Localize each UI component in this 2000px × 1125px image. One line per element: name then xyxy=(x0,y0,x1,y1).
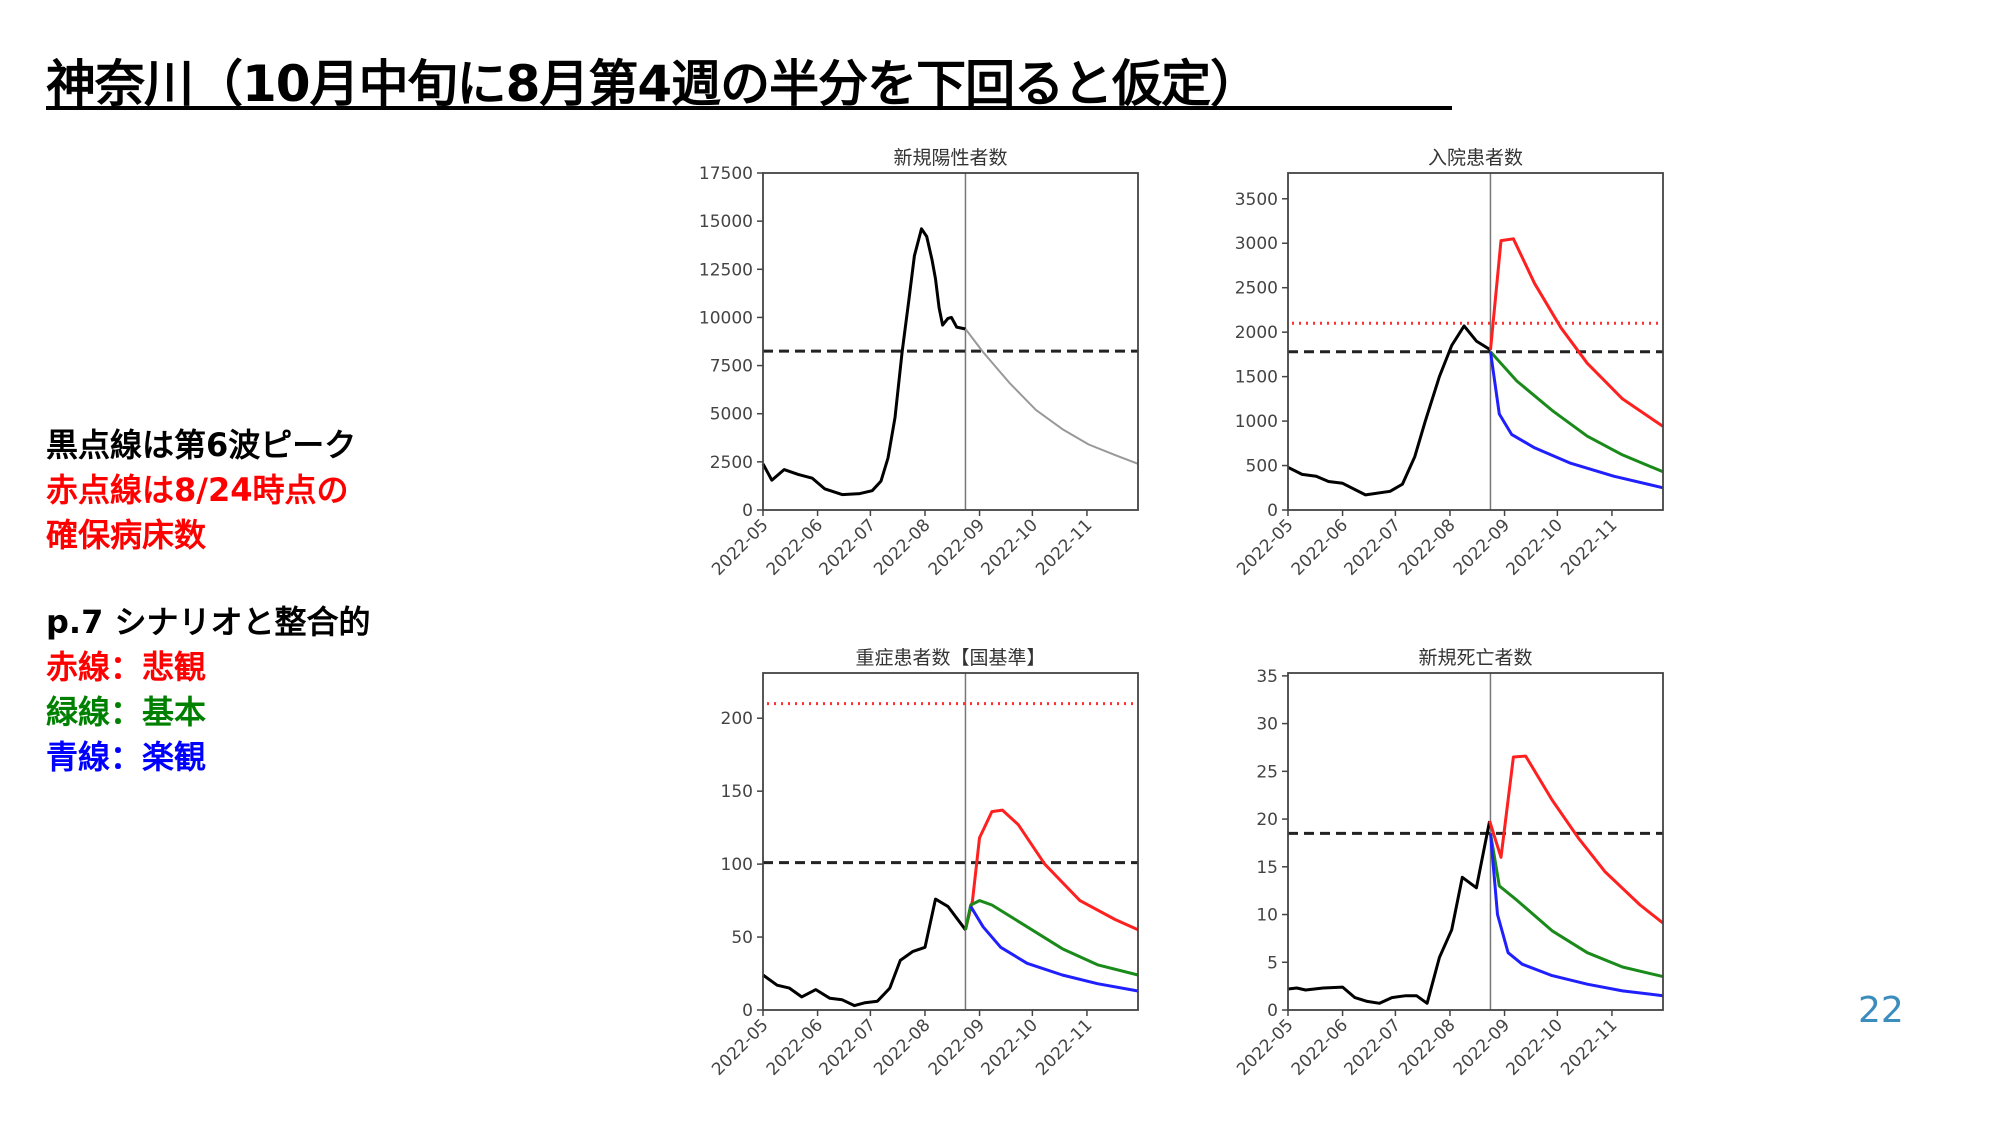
series-optimistic xyxy=(1489,351,1664,490)
note-red-dotted-cont: 確保病床数 xyxy=(46,516,207,554)
x-tick-label: 2022-11 xyxy=(1557,515,1621,579)
y-tick-label: 25 xyxy=(1256,762,1278,782)
note-blue-line: 青線：楽観 xyxy=(46,738,207,776)
x-tick-label: 2022-06 xyxy=(1288,1015,1352,1079)
x-tick-label: 2022-07 xyxy=(816,515,880,579)
note-green-line: 緑線：基本 xyxy=(46,693,207,731)
x-tick-label: 2022-07 xyxy=(1341,1015,1405,1079)
y-tick-label: 7500 xyxy=(710,357,753,377)
x-tick-label: 2022-09 xyxy=(925,515,989,579)
note-red-line: 赤線：悲観 xyxy=(46,648,207,686)
plot-frame xyxy=(762,672,1139,1011)
x-tick-label: 2022-10 xyxy=(978,1015,1042,1079)
x-tick-label: 2022-11 xyxy=(1032,515,1096,579)
chart-title: 入院患者数 xyxy=(1428,147,1523,169)
note-scenario: p.7 シナリオと整合的 xyxy=(46,603,371,641)
chart-severe: 重症患者数【国基準】0501001502002022-052022-062022… xyxy=(708,647,1139,1080)
x-tick-label: 2022-05 xyxy=(708,515,772,579)
x-tick-label: 2022-05 xyxy=(1233,515,1297,579)
y-tick-label: 20 xyxy=(1256,810,1278,830)
chart-title: 新規陽性者数 xyxy=(893,147,1007,169)
page-number: 22 xyxy=(1858,990,1904,1031)
series-base xyxy=(1489,350,1664,474)
title-underline xyxy=(46,106,1452,110)
chart-title: 重症患者数【国基準】 xyxy=(855,647,1045,669)
y-tick-label: 10000 xyxy=(699,308,753,328)
page-title: 神奈川（10月中旬に8月第4週の半分を下回ると仮定） xyxy=(46,55,1260,113)
x-tick-label: 2022-07 xyxy=(816,1015,880,1079)
y-tick-label: 12500 xyxy=(699,260,753,280)
y-tick-label: 2500 xyxy=(710,453,753,473)
y-tick-label: 200 xyxy=(721,709,753,729)
x-tick-label: 2022-09 xyxy=(1450,515,1514,579)
x-tick-label: 2022-08 xyxy=(870,1015,934,1079)
series-pessimistic xyxy=(964,808,1139,932)
x-tick-label: 2022-08 xyxy=(1395,1015,1459,1079)
series-actual xyxy=(762,897,967,1008)
x-tick-label: 2022-09 xyxy=(925,1015,989,1079)
y-tick-label: 0 xyxy=(742,501,753,521)
series-base xyxy=(964,899,1139,977)
y-tick-label: 500 xyxy=(1246,457,1278,477)
y-tick-label: 150 xyxy=(721,782,753,802)
series-base xyxy=(1489,833,1664,979)
note-black-dashed: 黒点線は第6波ピーク xyxy=(46,426,357,464)
series-pessimistic xyxy=(1489,237,1664,428)
x-tick-label: 2022-08 xyxy=(1395,515,1459,579)
y-tick-label: 1500 xyxy=(1235,368,1278,388)
chart-new-deaths: 新規死亡者数051015202530352022-052022-062022-0… xyxy=(1233,647,1664,1080)
series-actual xyxy=(1287,820,1492,1005)
series-pessimistic xyxy=(1488,754,1664,925)
x-tick-label: 2022-06 xyxy=(763,1015,827,1079)
y-tick-label: 30 xyxy=(1256,715,1278,735)
x-tick-label: 2022-09 xyxy=(1450,1015,1514,1079)
y-tick-label: 5000 xyxy=(710,405,753,425)
y-tick-label: 2500 xyxy=(1235,279,1278,299)
y-tick-label: 17500 xyxy=(699,164,753,184)
y-tick-label: 10 xyxy=(1256,906,1278,926)
x-tick-label: 2022-10 xyxy=(1503,1015,1567,1079)
chart-title: 新規死亡者数 xyxy=(1418,647,1532,669)
series-optimistic xyxy=(1489,833,1664,998)
x-tick-label: 2022-05 xyxy=(1233,1015,1297,1079)
chart-hospitalized: 入院患者数 0 500 1000 1500 2000 2500 3000 3500 2022-05… xyxy=(1233,147,1664,580)
plot-frame xyxy=(1287,672,1664,1011)
note-red-dotted: 赤点線は8/24時点の xyxy=(46,471,349,509)
y-tick-label: 0 xyxy=(1267,1001,1278,1021)
y-tick-label: 0 xyxy=(742,1001,753,1021)
y-tick-label: 50 xyxy=(731,928,753,948)
y-tick-label: 100 xyxy=(721,855,753,875)
x-tick-label: 2022-10 xyxy=(1503,515,1567,579)
x-tick-label: 2022-08 xyxy=(870,515,934,579)
series-actual xyxy=(761,227,966,497)
x-tick-label: 2022-06 xyxy=(763,515,827,579)
x-tick-label: 2022-06 xyxy=(1288,515,1352,579)
y-tick-label: 35 xyxy=(1256,667,1278,687)
y-tick-label: 15 xyxy=(1256,858,1278,878)
series-forecast xyxy=(964,328,1139,465)
x-tick-label: 2022-05 xyxy=(708,1015,772,1079)
chart-new-positives: 新規陽性者数 0 2500 5000 7500 10000 12500 15000 17500 2… xyxy=(699,147,1139,580)
y-tick-label: 15000 xyxy=(699,212,753,232)
x-tick-label: 2022-10 xyxy=(978,515,1042,579)
y-tick-label: 1000 xyxy=(1235,412,1278,432)
x-tick-label: 2022-07 xyxy=(1341,515,1405,579)
y-tick-label: 3500 xyxy=(1235,190,1278,210)
x-tick-label: 2022-11 xyxy=(1557,1015,1621,1079)
plot-frame xyxy=(1287,172,1664,511)
series-actual xyxy=(1287,324,1492,497)
plot-frame xyxy=(762,172,1139,511)
x-tick-label: 2022-11 xyxy=(1032,1015,1096,1079)
y-tick-label: 5 xyxy=(1267,953,1278,973)
y-tick-label: 3000 xyxy=(1235,234,1278,254)
series-optimistic xyxy=(969,905,1139,993)
y-tick-label: 0 xyxy=(1267,501,1278,521)
y-tick-label: 2000 xyxy=(1235,323,1278,343)
